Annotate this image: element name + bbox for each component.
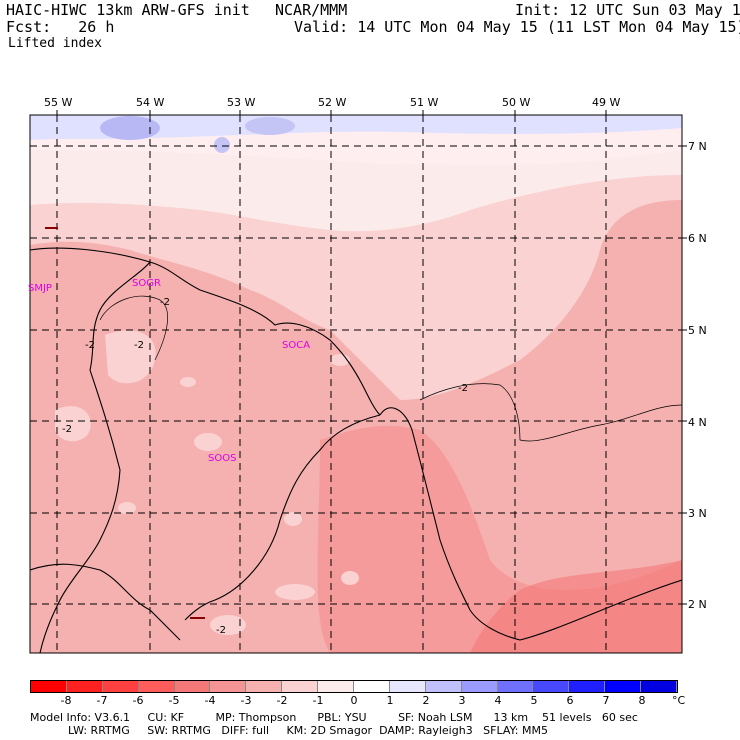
contour-label: -2 — [62, 424, 72, 435]
colorbar-tick: -2 — [276, 694, 288, 707]
colorbar-swatch — [461, 681, 498, 692]
forecast-hour: Fcst: 26 h — [6, 18, 115, 36]
colorbar-swatch — [138, 681, 175, 692]
contour-label: -2 — [85, 340, 95, 351]
colorbar-tick: 5 — [530, 694, 538, 707]
lat-label: 4 N — [688, 416, 707, 429]
init-time: Init: 12 UTC Sun 03 May 15 — [515, 1, 740, 19]
station-smjp: SMJP — [28, 283, 52, 294]
contour-label: -2 — [216, 625, 226, 636]
org-label: NCAR/MMM — [275, 1, 348, 19]
colorbar-swatch — [210, 681, 247, 692]
model-title: HAIC-HIWC 13km ARW-GFS init — [6, 1, 250, 19]
lat-label: 3 N — [688, 507, 707, 520]
lat-label: 5 N — [688, 324, 707, 337]
lon-label: 54 W — [136, 96, 165, 109]
colorbar-swatch — [354, 681, 390, 692]
lat-label: 7 N — [688, 140, 707, 153]
station-sogr: SOGR — [132, 278, 161, 289]
colorbar-tick: 4 — [494, 694, 502, 707]
lon-label: 55 W — [44, 96, 73, 109]
colorbar-swatch — [641, 681, 678, 692]
colorbar-swatch — [605, 681, 642, 692]
colorbar-swatch — [31, 681, 67, 692]
colorbar-tick: -1 — [312, 694, 324, 707]
colorbar-swatch — [318, 681, 355, 692]
colorbar-tick: -6 — [132, 694, 144, 707]
colorbar-swatch — [569, 681, 606, 692]
colorbar-swatch — [66, 681, 103, 692]
station-soca: SOCA — [282, 340, 311, 351]
colorbar-swatch — [389, 681, 426, 692]
colorbar-swatch — [497, 681, 534, 692]
lat-label: 6 N — [688, 232, 707, 245]
colorbar-tick: -3 — [240, 694, 252, 707]
colorbar-tick: -4 — [204, 694, 216, 707]
colorbar-unit: °C — [672, 694, 686, 707]
valid-time: Valid: 14 UTC Mon 04 May 15 (11 LST Mon … — [294, 18, 740, 36]
contour-label: -2 — [458, 383, 468, 394]
colorbar-swatch — [102, 681, 139, 692]
colorbar-tick: -8 — [60, 694, 72, 707]
colorbar-tick: 2 — [422, 694, 430, 707]
lon-label: 52 W — [318, 96, 347, 109]
colorbar-swatch — [425, 681, 462, 692]
colorbar-tick: 8 — [638, 694, 646, 707]
colorbar-tick: -7 — [96, 694, 108, 707]
colorbar-tick: 3 — [458, 694, 466, 707]
model-info-line1: Model Info: V3.6.1 CU: KF MP: Thompson P… — [30, 711, 638, 724]
colorbar — [30, 680, 678, 693]
colorbar-swatch — [282, 681, 319, 692]
lat-label: 2 N — [688, 598, 707, 611]
colorbar-tick: 0 — [350, 694, 358, 707]
colorbar-tick: 7 — [602, 694, 610, 707]
colorbar-tick: 6 — [566, 694, 574, 707]
contour-label: -2 — [134, 340, 144, 351]
colorbar-swatch — [533, 681, 570, 692]
colorbar-tick: -5 — [168, 694, 180, 707]
field-name: Lifted index — [8, 36, 102, 51]
lon-label: 49 W — [592, 96, 621, 109]
colorbar-swatch — [246, 681, 283, 692]
lon-label: 51 W — [410, 96, 439, 109]
lon-label: 50 W — [502, 96, 531, 109]
lon-label: 53 W — [227, 96, 256, 109]
model-info-line2: LW: RRTMG SW: RRTMG DIFF: full KM: 2D Sm… — [68, 724, 548, 737]
colorbar-tick: 1 — [386, 694, 394, 707]
station-soos: SOOS — [208, 453, 237, 464]
colorbar-swatch — [174, 681, 211, 692]
contour-label: -2 — [160, 297, 170, 308]
